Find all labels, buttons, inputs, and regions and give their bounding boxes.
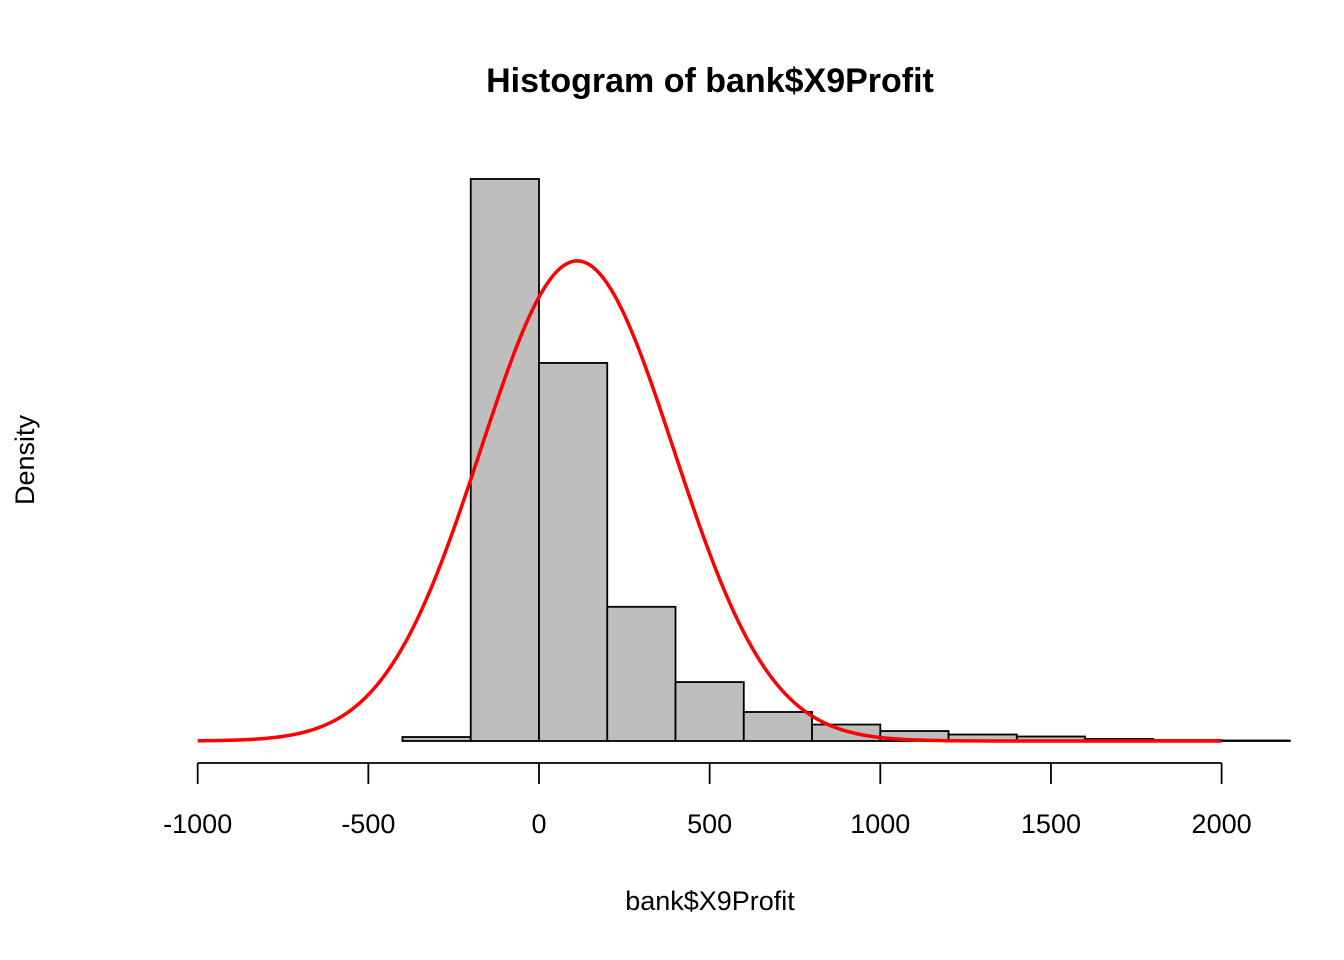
histogram-bar (401, 736, 472, 742)
histogram-bar (538, 362, 609, 742)
x-axis: -1000 -500 0 500 1000 1500 2000 (163, 762, 1252, 839)
histogram-bar (742, 711, 813, 742)
x-tick-label: 1000 (850, 809, 910, 839)
histogram-bar (1220, 739, 1291, 742)
histogram-bar (469, 178, 540, 742)
normal-curve-layer (197, 259, 1222, 743)
histogram-bars (401, 178, 1291, 742)
histogram-bar (674, 681, 745, 742)
histogram-bar (606, 605, 677, 742)
normal-curve (197, 259, 1222, 743)
x-tick-label: -500 (341, 809, 395, 839)
x-tick-label: -1000 (163, 809, 232, 839)
y-axis-label: Density (10, 414, 40, 505)
x-tick-label: 1500 (1021, 809, 1081, 839)
x-tick-label: 2000 (1192, 809, 1252, 839)
x-tick-label: 500 (687, 809, 732, 839)
x-axis-label: bank$X9Profit (625, 886, 795, 916)
x-tick-label: 0 (531, 809, 546, 839)
chart-title: Histogram of bank$X9Profit (486, 62, 934, 100)
